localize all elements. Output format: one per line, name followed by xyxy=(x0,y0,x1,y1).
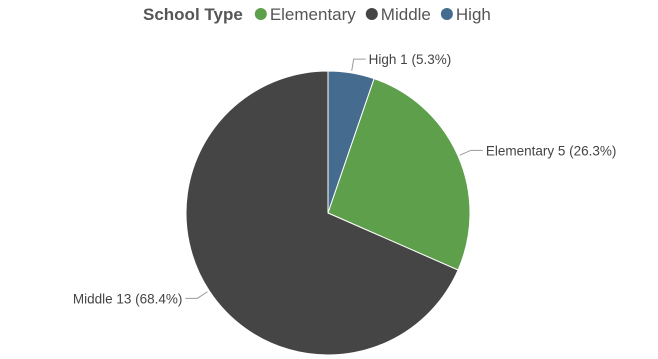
legend-swatch-elementary xyxy=(254,8,267,20)
legend-title: School Type xyxy=(143,5,243,24)
slice-labels: High 1 (5.3%) Elementary 5 (26.3%) Middle … xyxy=(73,52,617,306)
pie-slice-elementary[interactable] xyxy=(327,78,471,271)
pie-slice-middle[interactable] xyxy=(185,70,459,356)
leader-line-elementary xyxy=(459,149,483,156)
leader-line-middle xyxy=(185,291,208,299)
legend: School Type Elementary Middle High xyxy=(143,5,491,24)
legend-swatch-middle xyxy=(365,8,378,20)
leader-lines xyxy=(185,58,483,299)
legend-swatch-high xyxy=(440,8,453,20)
legend-item-middle[interactable]: Middle xyxy=(381,5,431,24)
slice-label-high: High 1 (5.3%) xyxy=(369,52,452,67)
pie-slices xyxy=(185,70,471,356)
slice-label-middle: Middle 13 (68.4%) xyxy=(73,291,183,306)
legend-item-elementary[interactable]: Elementary xyxy=(270,5,356,24)
legend-item-high[interactable]: High xyxy=(456,5,491,24)
slice-label-elementary: Elementary 5 (26.3%) xyxy=(486,143,617,158)
leader-line-high xyxy=(351,58,366,72)
